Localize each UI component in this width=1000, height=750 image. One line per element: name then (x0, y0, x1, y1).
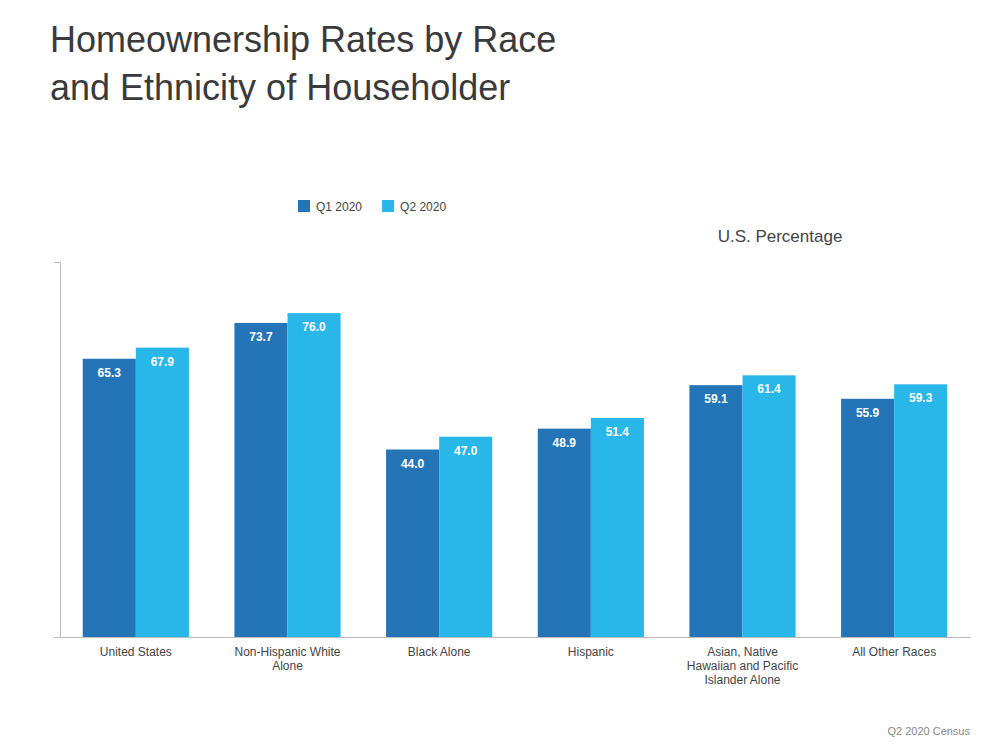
data-label: 59.1 (704, 392, 728, 406)
x-tick-label: Hispanic (568, 645, 614, 659)
legend-item: Q1 2020 (298, 200, 362, 214)
bar (743, 375, 796, 637)
bar (841, 399, 894, 637)
data-label: 47.0 (454, 444, 478, 458)
bars (83, 313, 948, 637)
data-label: 67.9 (151, 355, 175, 369)
y-axis-line (54, 263, 61, 638)
x-axis-line (61, 637, 971, 638)
x-tick-label: Black Alone (408, 645, 471, 659)
footnote: Q2 2020 Census (887, 725, 970, 737)
bar (234, 323, 287, 637)
data-label: 76.0 (302, 320, 326, 334)
chart: Homeownership Rates by Raceand Ethnicity… (0, 0, 1000, 750)
x-tick: United States (100, 645, 172, 659)
x-axis: United States Non-Hispanic WhiteAlone Blac… (61, 638, 971, 688)
bar (83, 359, 136, 637)
background (0, 0, 1000, 750)
plot: 65.3 73.7 44.0 48.9 59.1 55.9 67.9 76.0 47.0 51.4… (54, 263, 971, 688)
x-tick: Hispanic (568, 645, 614, 659)
x-tick: Non-Hispanic WhiteAlone (234, 645, 340, 673)
data-labels: 65.3 73.7 44.0 48.9 59.1 55.9 67.9 76.0 47.0 51.4… (98, 320, 933, 470)
bar (439, 437, 492, 637)
bar (386, 450, 439, 638)
bar (591, 418, 644, 637)
legend-swatch (382, 200, 394, 212)
x-tick: All Other Races (852, 645, 936, 659)
x-tick: Asian, NativeHawaiian and PacificIslande… (687, 645, 798, 688)
x-tick: Black Alone (408, 645, 471, 659)
legend: Q1 2020 Q2 2020 (298, 200, 446, 214)
bar (288, 313, 341, 637)
x-tick-label: Non-Hispanic WhiteAlone (234, 645, 340, 673)
x-tick-label: All Other Races (852, 645, 936, 659)
legend-label: Q1 2020 (316, 200, 362, 214)
data-label: 55.9 (856, 406, 880, 420)
data-label: 59.3 (909, 391, 933, 405)
data-label: 61.4 (757, 382, 781, 396)
bar (136, 348, 189, 637)
bar (894, 384, 947, 637)
legend-label: Q2 2020 (400, 200, 446, 214)
data-label: 73.7 (249, 330, 273, 344)
x-tick-label: United States (100, 645, 172, 659)
data-label: 65.3 (98, 366, 122, 380)
data-label: 44.0 (401, 457, 425, 471)
bar (689, 385, 742, 637)
legend-swatch (298, 200, 310, 212)
data-label: 48.9 (553, 436, 577, 450)
bar (538, 429, 591, 637)
x-tick-label: Asian, NativeHawaiian and PacificIslande… (687, 645, 798, 688)
subtitle: U.S. Percentage (718, 227, 843, 246)
y-axis (54, 263, 61, 638)
data-label: 51.4 (606, 425, 630, 439)
legend-item: Q2 2020 (382, 200, 446, 214)
title: Homeownership Rates by Raceand Ethnicity… (50, 19, 556, 108)
